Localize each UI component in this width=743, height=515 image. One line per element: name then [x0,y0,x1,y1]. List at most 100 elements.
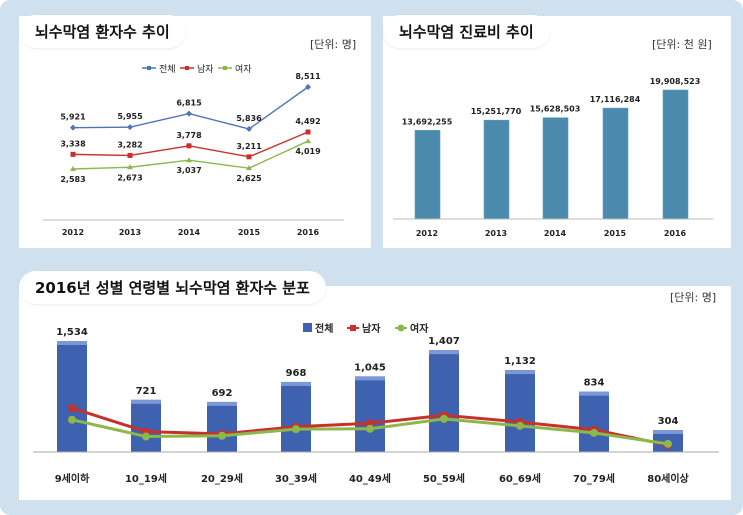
age-bar-top [281,381,311,386]
data-point [664,439,672,448]
age-bar-top [57,341,87,345]
data-label: 2,583 [60,175,85,184]
age-bar [355,376,385,452]
legend-marker-1 [185,66,189,70]
data-point [186,157,192,163]
legend-marker-2 [397,324,405,332]
data-point [68,404,76,412]
data-label: 1,534 [56,327,88,338]
data-point [142,428,150,436]
data-point [127,124,133,131]
x-tick-label: 2012 [62,228,84,237]
x-tick-label: 2013 [119,228,141,237]
data-label: 5,955 [117,112,143,121]
data-point [186,143,192,149]
patients-trend-chart: 전체 남자 여자 5,921 5,955 6,815 5,836 8,511 3,338 3,28… [43,63,344,237]
data-point [440,414,448,423]
x-tick-label: 2016 [664,229,687,238]
legend-label-2: 여자 [410,322,429,335]
data-label: 3,211 [236,142,262,151]
data-label: 968 [286,368,307,379]
x-tick-label: 2013 [485,229,507,238]
data-point [366,424,374,433]
data-label: 3,778 [176,131,202,140]
series-line-0 [72,86,309,130]
age-distribution-unit: [단위: 명] [670,291,717,304]
data-label: 692 [212,388,233,399]
legend-marker-0 [147,66,151,70]
data-label: 3,282 [117,140,142,149]
patients-trend-unit: [단위: 명] [310,38,357,51]
data-label: 2,625 [236,174,262,183]
age-bar [131,399,161,452]
data-point [305,129,311,135]
data-point [366,419,374,427]
data-label: 4,492 [295,117,320,126]
legend-label-0: 전체 [315,322,333,335]
data-label: 834 [584,378,605,389]
data-label: 1,045 [354,362,386,373]
cost-bar [414,129,441,220]
costs-trend-title: 뇌수막염 진료비 추이 [383,15,550,48]
age-distribution-title: 2016년 성별 연령별 뇌수막염 환자수 분포 [19,271,326,304]
x-tick-label: 50_59세 [423,472,465,485]
data-point [127,164,133,170]
data-point [246,154,252,160]
patients-trend-panel [19,16,371,248]
x-tick-label: 70_79세 [573,472,615,485]
data-point [305,138,311,144]
data-label: 3,338 [60,139,86,148]
data-label: 2,673 [117,173,142,182]
data-label: 17,116,284 [590,95,641,104]
data-label: 5,921 [60,113,86,122]
age-bar-top [131,399,161,404]
age-bar [207,401,237,452]
data-label: 15,628,503 [530,105,581,114]
legend-label-1: 남자 [197,64,214,75]
patients-trend-title: 뇌수막염 환자수 추이 [19,15,186,48]
age-bar [579,391,609,452]
data-label: 8,511 [295,72,321,81]
data-label: 4,019 [295,147,321,156]
age-bar-top [355,376,385,381]
data-label: 1,407 [428,336,460,347]
data-point [246,126,252,132]
data-label: 304 [658,416,679,427]
cost-bar [662,89,689,220]
data-point [68,415,76,424]
data-point [70,166,76,171]
data-point [246,165,252,171]
data-label: 15,251,770 [471,107,522,116]
x-tick-label: 2015 [604,229,627,238]
data-label: 3,037 [176,166,201,175]
data-label: 13,692,255 [402,117,453,126]
legend-label-1: 남자 [362,322,381,335]
costs-trend-chart: 13,692,255 15,251,770 15,628,503 17,116,284… [393,77,713,238]
legend-marker-0 [303,323,312,332]
age-bar-top [653,430,683,435]
data-label: 19,908,523 [650,77,701,86]
legend-label-2: 여자 [235,63,252,75]
age-bar-top [207,401,237,406]
x-tick-label: 2012 [416,229,438,238]
legend-marker-2 [223,66,227,70]
age-bar [57,341,87,452]
age-bar [281,381,311,452]
data-point [292,425,300,434]
x-tick-label: 60_69세 [499,472,541,485]
x-tick-label: 2016 [297,228,320,237]
x-tick-label: 10_19세 [125,472,167,485]
data-point [70,151,76,157]
legend-label-0: 전체 [159,64,176,75]
age-bar [505,370,535,452]
x-tick-label: 30_39세 [275,472,317,485]
x-tick-label: 20_29세 [201,472,243,485]
data-label: 6,815 [176,99,202,108]
data-label: 721 [136,386,157,397]
x-tick-label: 80세이상 [647,472,689,485]
data-point [127,152,133,158]
x-tick-label: 2014 [178,228,201,237]
x-tick-label: 2015 [238,228,261,237]
x-tick-label: 9세이하 [55,472,90,485]
x-tick-label: 40_49세 [349,472,391,485]
